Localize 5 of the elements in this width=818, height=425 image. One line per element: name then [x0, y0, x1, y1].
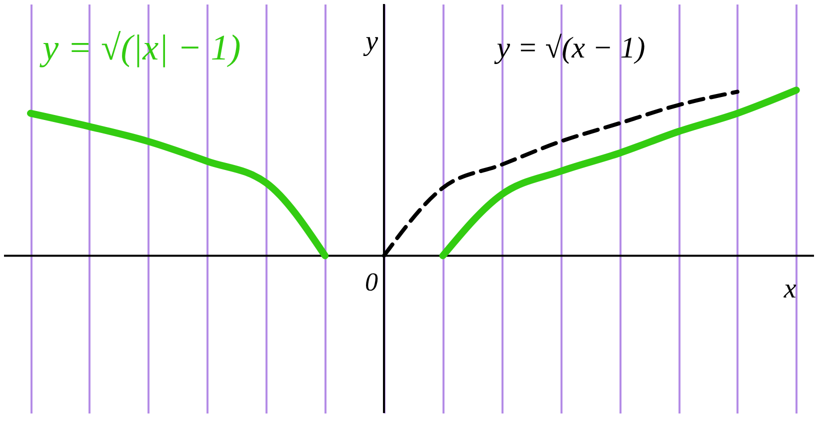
x-axis-title: x [782, 274, 797, 305]
series-label: y = √(|x| − 1) [40, 28, 241, 68]
series-label: y = √(x − 1) [494, 32, 646, 65]
y-axis-title: y [362, 26, 379, 57]
text: 0 [364, 268, 378, 297]
